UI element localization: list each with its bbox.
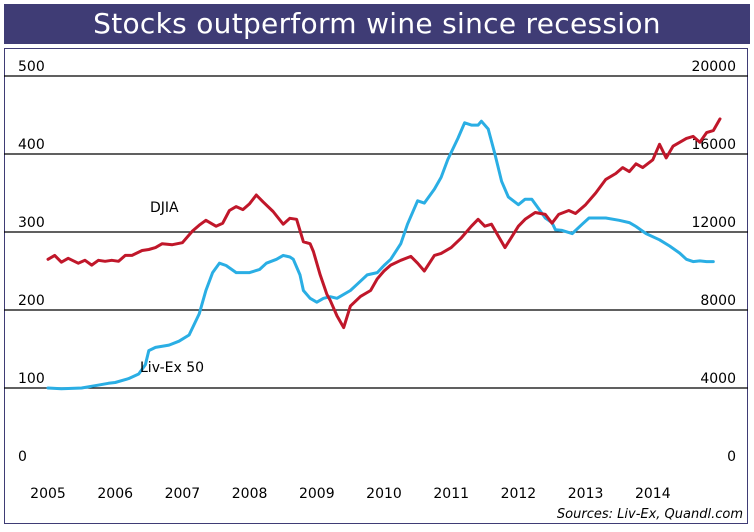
x-axis-ticks: 2005 2006 2007 2008 2009 2010 2011 2012 2013 2014 (30, 486, 671, 502)
x-tick-label: 2010 (366, 486, 402, 502)
right-tick-label: 4000 (700, 371, 736, 387)
left-tick-label: 500 (18, 59, 45, 75)
right-tick-label: 16000 (691, 137, 736, 153)
right-axis-ticks: 0 4000 8000 12000 16000 20000 (691, 59, 736, 465)
x-tick-label: 2009 (299, 486, 335, 502)
series-label: Liv-Ex 50 (140, 360, 204, 376)
left-tick-label: 300 (18, 215, 45, 231)
x-tick-label: 2012 (501, 486, 537, 502)
left-tick-label: 0 (18, 449, 27, 465)
series-line-djia (46, 117, 722, 330)
x-tick-label: 2011 (433, 486, 469, 502)
x-tick-label: 2014 (635, 486, 671, 502)
right-tick-label: 20000 (691, 59, 736, 75)
left-axis-ticks: 0 100 200 300 400 500 (18, 59, 45, 465)
source-note: Sources: Liv-Ex, Quandl.com (557, 507, 743, 522)
chart-title: Stocks outperform wine since recession (4, 4, 750, 44)
x-tick-label: 2008 (232, 486, 268, 502)
x-tick-label: 2007 (165, 486, 201, 502)
plot-border (4, 48, 748, 524)
series-lines (46, 117, 722, 391)
right-tick-label: 0 (727, 449, 736, 465)
left-tick-label: 400 (18, 137, 45, 153)
left-tick-label: 200 (18, 293, 45, 309)
series-label: DJIA (150, 200, 179, 216)
right-tick-label: 12000 (691, 215, 736, 231)
gridlines (4, 75, 748, 389)
x-tick-label: 2005 (30, 486, 66, 502)
left-tick-label: 100 (18, 371, 45, 387)
x-tick-label: 2013 (568, 486, 604, 502)
series-line-liv-ex-50 (46, 119, 715, 391)
right-tick-label: 8000 (700, 293, 736, 309)
x-tick-label: 2006 (97, 486, 133, 502)
series-labels: Liv-Ex 50 DJIA (140, 200, 204, 376)
